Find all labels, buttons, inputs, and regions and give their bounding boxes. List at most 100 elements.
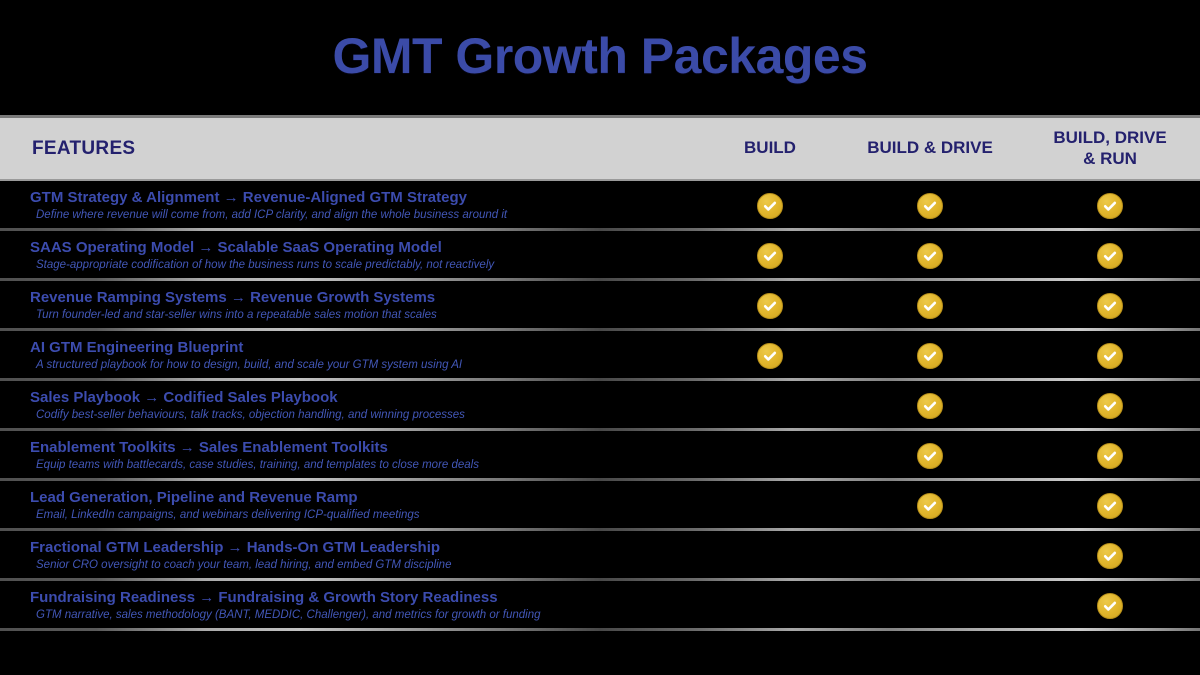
feature-cell: Fractional GTM Leadership → Hands-On GTM… (0, 531, 700, 581)
feature-cell: Enablement Toolkits → Sales Enablement T… (0, 431, 700, 481)
feature-title: Lead Generation, Pipeline and Revenue Ra… (30, 489, 358, 507)
check-circle-icon (917, 243, 943, 269)
column-header-build-drive-label: BUILD & DRIVE (867, 138, 993, 158)
feature-description: Email, LinkedIn campaigns, and webinars … (36, 508, 420, 521)
check-circle-icon (757, 343, 783, 369)
plan-cell-build (700, 281, 840, 331)
plan-cell-build-drive-run (1020, 231, 1200, 281)
table-row: Revenue Ramping Systems → Revenue Growth… (0, 281, 1200, 331)
plan-cell-build (700, 581, 840, 631)
plan-cell-build-drive (840, 281, 1020, 331)
plan-cell-build (700, 381, 840, 431)
empty-cell-placeholder (917, 543, 943, 569)
plan-cell-build-drive-run (1020, 581, 1200, 631)
check-circle-icon (917, 493, 943, 519)
feature-title: AI GTM Engineering Blueprint (30, 339, 244, 357)
column-header-line-1: BUILD, DRIVE (1053, 128, 1167, 148)
title-bar: GMT Growth Packages (0, 0, 1200, 112)
plan-cell-build-drive (840, 381, 1020, 431)
plan-cell-build-drive (840, 331, 1020, 381)
plan-cell-build (700, 331, 840, 381)
plan-cell-build-drive-run (1020, 531, 1200, 581)
feature-cell: Revenue Ramping Systems → Revenue Growth… (0, 281, 700, 331)
check-circle-icon (1097, 343, 1123, 369)
column-header-build-drive-run-label: BUILD, DRIVE & RUN (1053, 128, 1166, 168)
empty-cell-placeholder (757, 393, 783, 419)
feature-cell: Sales Playbook → Codified Sales Playbook… (0, 381, 700, 431)
feature-cell: AI GTM Engineering Blueprint A structured… (0, 331, 700, 381)
column-header-line-2: & RUN (1083, 148, 1137, 168)
feature-description: Define where revenue will come from, add… (36, 208, 508, 221)
check-circle-icon (917, 393, 943, 419)
plan-cell-build-drive (840, 231, 1020, 281)
column-header-features: FEATURES (32, 137, 136, 159)
empty-cell-placeholder (917, 593, 943, 619)
check-circle-icon (757, 193, 783, 219)
check-circle-icon (1097, 493, 1123, 519)
feature-cell: Fundraising Readiness → Fundraising & Gr… (0, 581, 700, 631)
check-circle-icon (1097, 243, 1123, 269)
check-circle-icon (1097, 393, 1123, 419)
empty-cell-placeholder (757, 543, 783, 569)
table-row: Enablement Toolkits → Sales Enablement T… (0, 431, 1200, 481)
empty-cell-placeholder (757, 493, 783, 519)
feature-title: SAAS Operating Model → Scalable SaaS Ope… (30, 239, 442, 257)
table-row: SAAS Operating Model → Scalable SaaS Ope… (0, 231, 1200, 281)
check-circle-icon (1097, 193, 1123, 219)
plan-cell-build (700, 481, 840, 531)
plan-cell-build-drive-run (1020, 281, 1200, 331)
feature-description: Senior CRO oversight to coach your team,… (36, 558, 452, 571)
plan-cell-build-drive (840, 181, 1020, 231)
plan-cell-build-drive-run (1020, 481, 1200, 531)
check-circle-icon (917, 443, 943, 469)
plan-cell-build (700, 181, 840, 231)
plan-cell-build (700, 231, 840, 281)
plan-cell-build-drive (840, 431, 1020, 481)
check-circle-icon (917, 343, 943, 369)
feature-title: Enablement Toolkits → Sales Enablement T… (30, 439, 388, 457)
empty-cell-placeholder (757, 593, 783, 619)
feature-description: Equip teams with battlecards, case studi… (36, 458, 479, 471)
feature-title: Fractional GTM Leadership → Hands-On GTM… (30, 539, 441, 557)
column-header-build-label: BUILD (744, 138, 796, 158)
table-row: AI GTM Engineering Blueprint A structured… (0, 331, 1200, 381)
table-row: Fractional GTM Leadership → Hands-On GTM… (0, 531, 1200, 581)
column-header-build-drive-run: BUILD, DRIVE & RUN (1020, 118, 1200, 179)
page-title: GMT Growth Packages (332, 28, 868, 84)
column-header-build-drive: BUILD & DRIVE (840, 118, 1020, 179)
feature-rows: GTM Strategy & Alignment → Revenue-Align… (0, 181, 1200, 631)
plan-cell-build-drive (840, 581, 1020, 631)
table-row: GTM Strategy & Alignment → Revenue-Align… (0, 181, 1200, 231)
table-row: Sales Playbook → Codified Sales Playbook… (0, 381, 1200, 431)
feature-description: A structured playbook for how to design,… (36, 358, 463, 371)
plan-cell-build-drive (840, 481, 1020, 531)
feature-description: Turn founder-led and star-seller wins in… (36, 308, 437, 321)
feature-cell: GTM Strategy & Alignment → Revenue-Align… (0, 181, 700, 231)
table-row: Fundraising Readiness → Fundraising & Gr… (0, 581, 1200, 631)
feature-cell: SAAS Operating Model → Scalable SaaS Ope… (0, 231, 700, 281)
feature-title: GTM Strategy & Alignment → Revenue-Align… (30, 189, 467, 207)
column-header-build: BUILD (700, 118, 840, 179)
feature-description: GTM narrative, sales methodology (BANT, … (36, 608, 541, 621)
feature-description: Stage-appropriate codification of how th… (36, 258, 495, 271)
check-circle-icon (1097, 593, 1123, 619)
check-circle-icon (1097, 443, 1123, 469)
plan-cell-build-drive-run (1020, 181, 1200, 231)
feature-title: Revenue Ramping Systems → Revenue Growth… (30, 289, 436, 307)
check-circle-icon (1097, 293, 1123, 319)
empty-cell-placeholder (757, 443, 783, 469)
plan-cell-build-drive-run (1020, 381, 1200, 431)
check-circle-icon (757, 293, 783, 319)
plan-cell-build-drive-run (1020, 331, 1200, 381)
plan-cell-build-drive (840, 531, 1020, 581)
feature-title: Sales Playbook → Codified Sales Playbook (30, 389, 338, 407)
feature-cell: Lead Generation, Pipeline and Revenue Ra… (0, 481, 700, 531)
table-header-row: FEATURES BUILD BUILD & DRIVE BUILD, DRIV… (0, 115, 1200, 181)
feature-description: Codify best-seller behaviours, talk trac… (36, 408, 465, 421)
check-circle-icon (757, 243, 783, 269)
check-circle-icon (917, 293, 943, 319)
check-circle-icon (1097, 543, 1123, 569)
feature-title: Fundraising Readiness → Fundraising & Gr… (30, 589, 498, 607)
plan-cell-build (700, 431, 840, 481)
